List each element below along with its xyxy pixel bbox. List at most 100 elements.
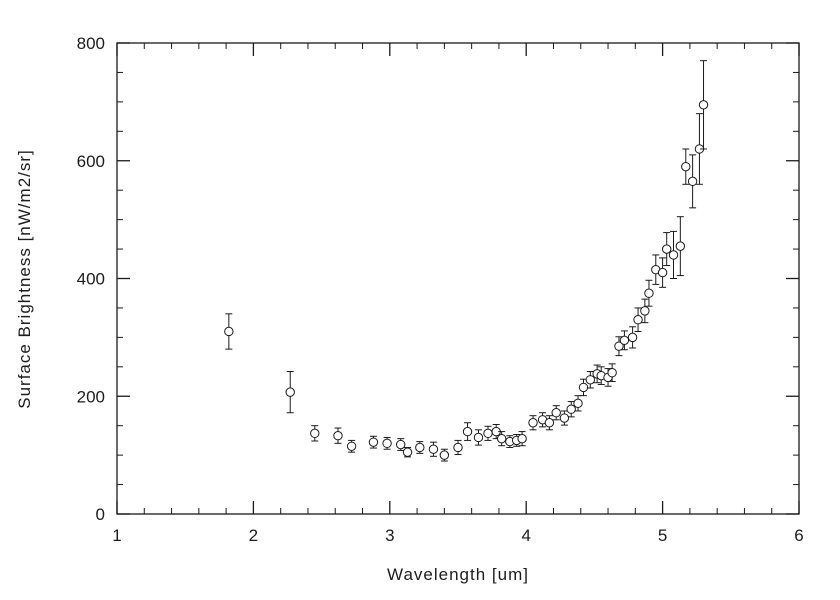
marker-circle <box>462 426 473 437</box>
data-point <box>483 425 493 441</box>
y-tick-label: 0 <box>96 505 105 524</box>
data-point <box>285 371 295 414</box>
data-point <box>396 438 406 451</box>
data-point <box>496 431 507 447</box>
data-point <box>614 336 624 357</box>
y-tick-label: 800 <box>77 34 105 53</box>
x-tick-label: 3 <box>385 526 394 545</box>
data-point <box>224 313 234 350</box>
marker-circle <box>687 176 698 187</box>
data-point <box>439 448 450 462</box>
data-point <box>657 257 668 288</box>
marker-circle <box>544 418 555 428</box>
marker-circle <box>517 433 527 444</box>
axes: 1 2 3 4 5 6 0 200 400 600 800 <box>77 34 804 545</box>
marker-circle <box>346 441 357 451</box>
data-point <box>566 401 576 418</box>
marker-circle <box>439 450 450 460</box>
marker-circle <box>310 428 320 439</box>
marker-circle <box>396 439 406 450</box>
marker-circle <box>578 382 589 393</box>
data-point <box>428 441 439 457</box>
marker-circle <box>415 442 425 453</box>
marker-circle <box>483 428 493 439</box>
marker-circle <box>573 398 583 409</box>
x-tick-label: 2 <box>249 526 258 545</box>
data-point <box>687 154 698 209</box>
marker-circle <box>607 368 617 378</box>
data-point <box>661 232 672 267</box>
marker-circle <box>675 241 686 251</box>
data-point <box>453 439 463 456</box>
data-point <box>415 441 425 454</box>
marker-circle <box>698 100 709 110</box>
marker-circle <box>566 404 576 414</box>
data-point <box>633 307 643 332</box>
x-tick-label: 5 <box>658 526 667 545</box>
marker-circle <box>619 335 630 346</box>
data-point <box>462 422 473 441</box>
data-point <box>681 148 691 185</box>
data-series <box>224 60 709 462</box>
marker-circle <box>627 332 638 343</box>
data-point <box>585 371 596 389</box>
data-point <box>607 363 617 383</box>
x-tick-label: 1 <box>112 526 121 545</box>
marker-circle <box>224 326 234 337</box>
data-point <box>333 427 343 444</box>
marker-circle <box>402 447 413 457</box>
marker-circle <box>640 306 650 316</box>
marker-circle <box>633 315 643 325</box>
data-point <box>675 216 686 277</box>
data-point <box>473 429 484 446</box>
y-tick-label: 600 <box>77 152 105 171</box>
marker-circle <box>285 387 295 397</box>
marker-circle <box>551 408 561 418</box>
data-point <box>559 410 570 426</box>
data-point <box>668 230 679 279</box>
data-point <box>544 415 555 431</box>
marker-circle <box>661 244 672 254</box>
marker-circle <box>473 432 484 443</box>
y-tick-label: 200 <box>77 387 105 406</box>
data-point <box>402 446 413 458</box>
data-point <box>528 415 538 431</box>
marker-circle <box>333 430 343 441</box>
data-point <box>517 431 527 447</box>
marker-circle <box>559 413 570 423</box>
data-point <box>694 113 705 185</box>
marker-circle <box>681 161 691 172</box>
data-point <box>310 425 320 442</box>
data-point <box>651 254 661 285</box>
marker-circle <box>585 375 596 385</box>
data-point <box>627 326 638 349</box>
marker-circle <box>382 438 392 449</box>
marker-circle <box>496 433 507 444</box>
marker-circle <box>644 288 654 298</box>
marker-circle <box>668 250 679 260</box>
x-tick-label: 4 <box>521 526 530 545</box>
marker-circle <box>657 267 668 278</box>
x-tick-label: 6 <box>794 526 803 545</box>
data-point <box>619 330 630 351</box>
data-point <box>640 298 650 324</box>
y-tick-label: 400 <box>77 270 105 289</box>
data-point <box>573 395 583 412</box>
data-point <box>644 279 654 307</box>
marker-circle <box>428 444 439 454</box>
plot-dynamic: 1 2 3 4 5 6 0 200 400 600 800 <box>77 34 804 545</box>
x-axis-title: Wavelength [um] <box>387 565 529 584</box>
marker-circle <box>453 442 463 453</box>
marker-circle <box>368 437 379 447</box>
marker-circle <box>614 341 624 351</box>
data-point <box>382 436 392 450</box>
data-point <box>698 60 709 150</box>
data-point <box>346 439 357 453</box>
data-point <box>537 412 548 428</box>
data-point <box>368 435 379 449</box>
data-point <box>578 378 589 397</box>
marker-circle <box>528 418 538 428</box>
y-axis-title: Surface Brightness [nW/m2/sr] <box>15 149 34 409</box>
